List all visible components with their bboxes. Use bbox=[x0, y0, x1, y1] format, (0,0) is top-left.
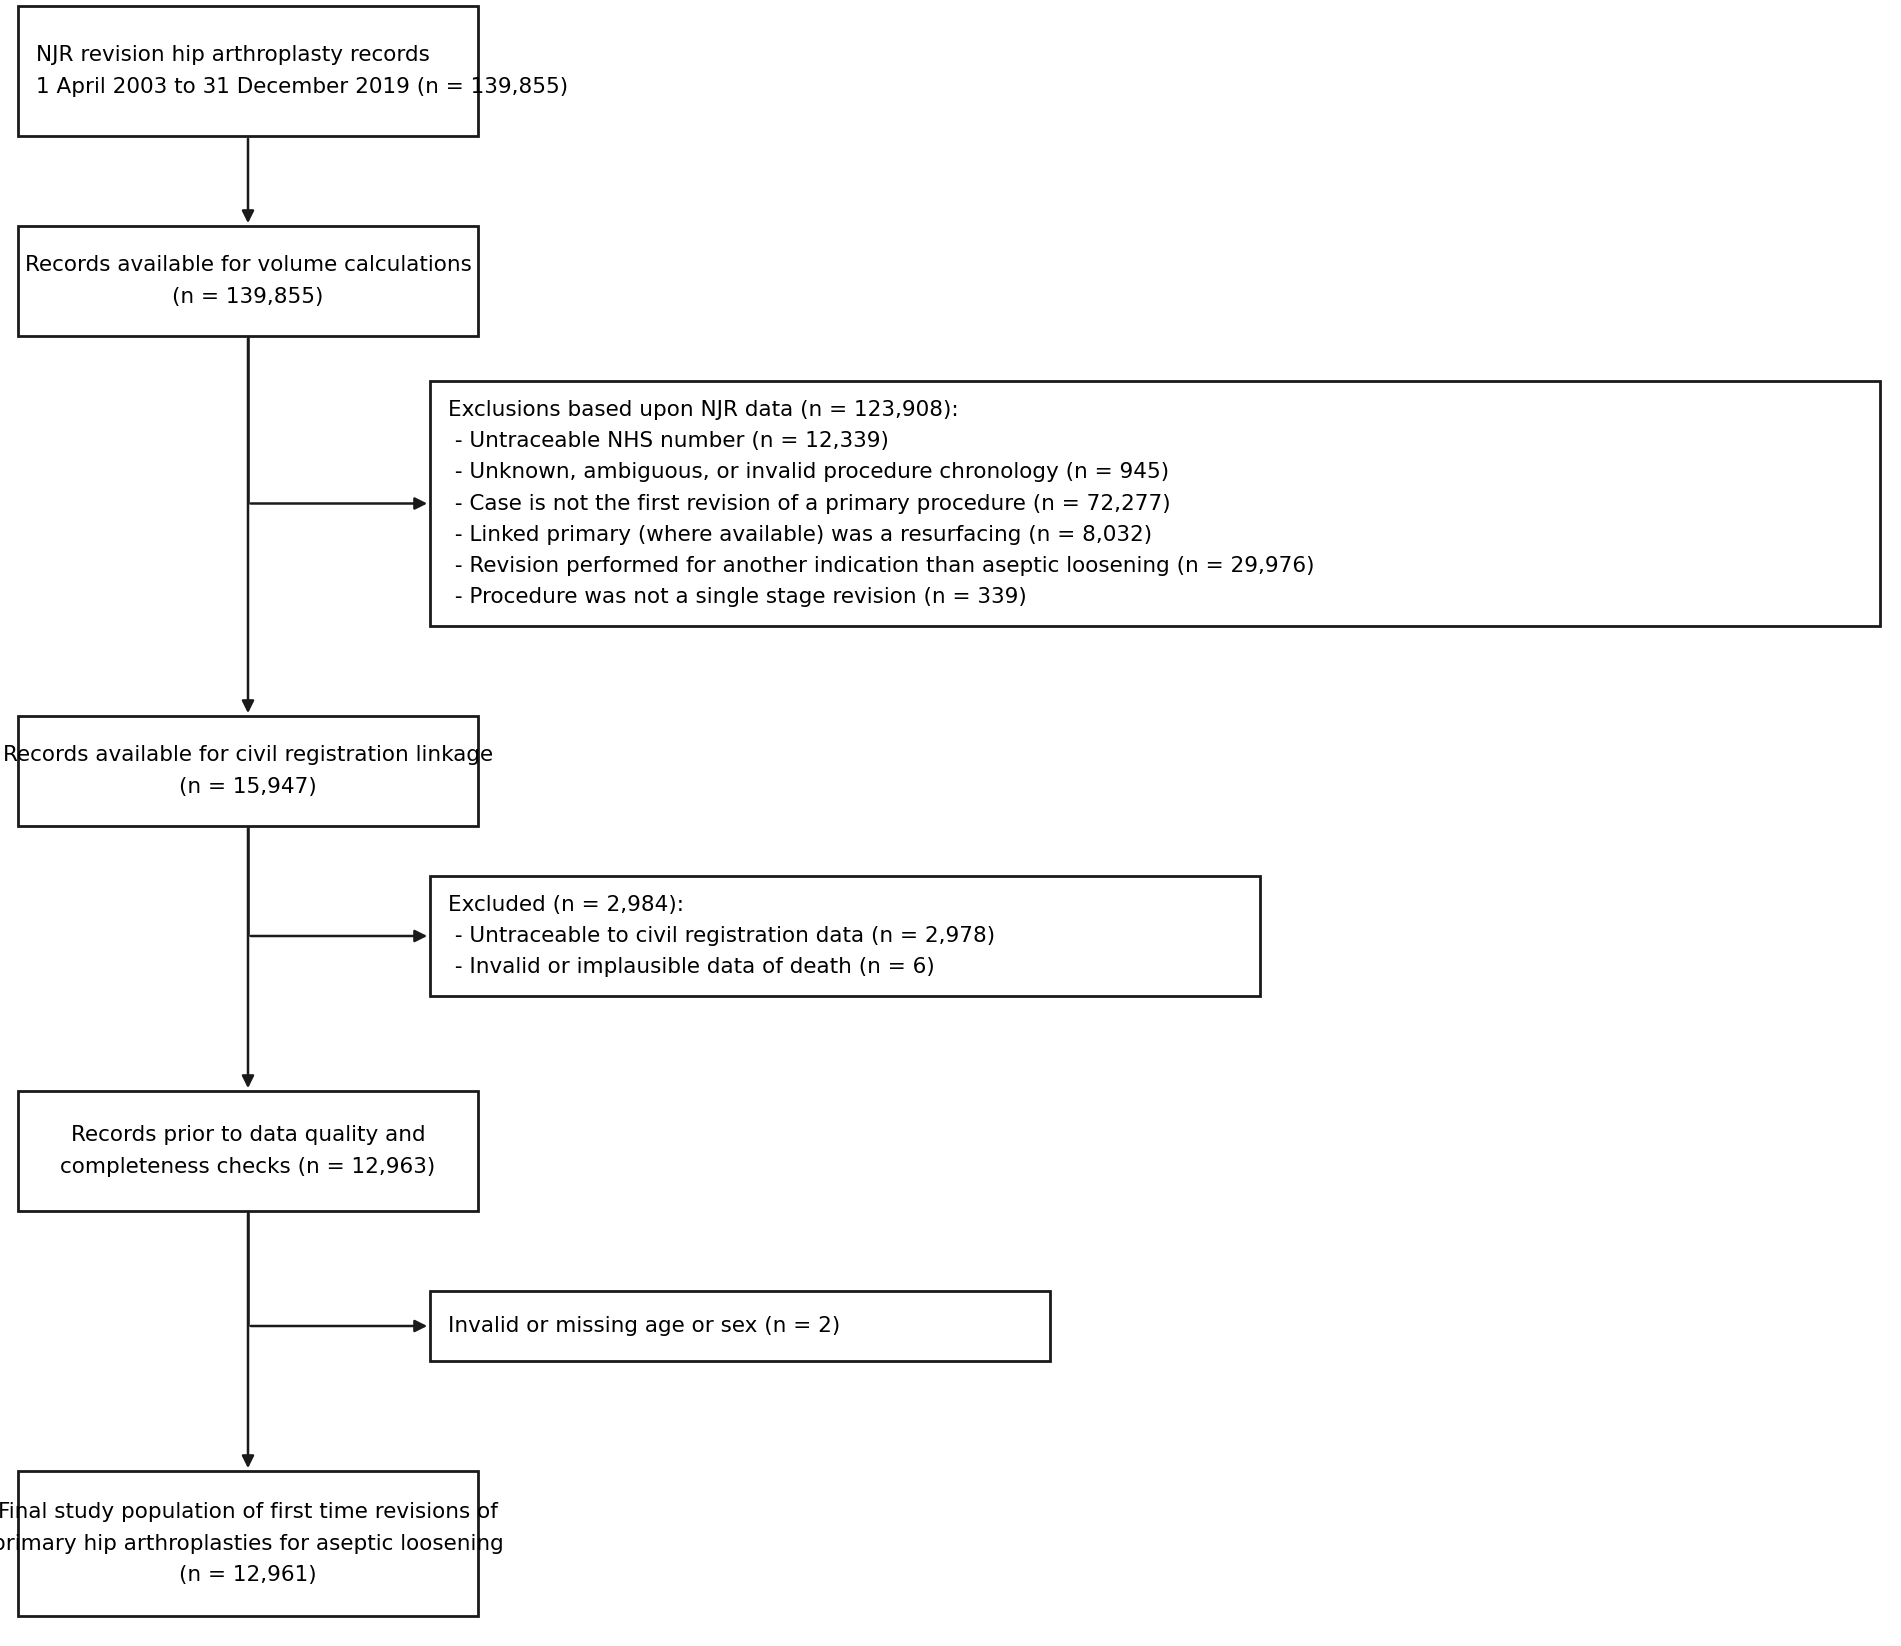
Text: NJR revision hip arthroplasty records
1 April 2003 to 31 December 2019 (n = 139,: NJR revision hip arthroplasty records 1 … bbox=[36, 46, 568, 97]
Bar bbox=[17, 1091, 477, 1211]
Bar bbox=[17, 7, 477, 137]
Text: Final study population of first time revisions of
primary hip arthroplasties for: Final study population of first time rev… bbox=[0, 1503, 504, 1585]
Bar bbox=[17, 1472, 477, 1616]
Bar bbox=[430, 380, 1880, 625]
Bar bbox=[17, 226, 477, 336]
Text: Records available for volume calculations
(n = 139,855): Records available for volume calculation… bbox=[25, 255, 471, 306]
Text: Exclusions based upon NJR data (n = 123,908):
 - Untraceable NHS number (n = 12,: Exclusions based upon NJR data (n = 123,… bbox=[449, 400, 1314, 607]
Bar bbox=[430, 1290, 1049, 1361]
Text: Records prior to data quality and
completeness checks (n = 12,963): Records prior to data quality and comple… bbox=[61, 1126, 435, 1177]
Text: Records available for civil registration linkage
(n = 15,947): Records available for civil registration… bbox=[4, 746, 492, 797]
Text: Excluded (n = 2,984):
 - Untraceable to civil registration data (n = 2,978)
 - I: Excluded (n = 2,984): - Untraceable to c… bbox=[449, 895, 994, 978]
Bar bbox=[17, 716, 477, 826]
Text: Invalid or missing age or sex (n = 2): Invalid or missing age or sex (n = 2) bbox=[449, 1317, 840, 1337]
Bar bbox=[430, 876, 1260, 996]
